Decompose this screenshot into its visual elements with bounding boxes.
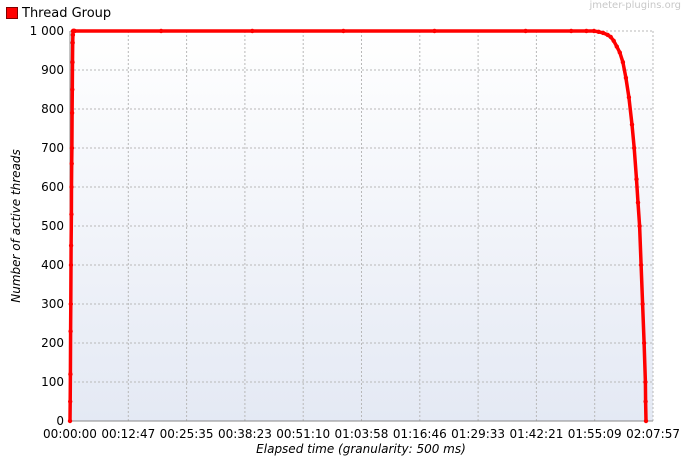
y-tick-label: 900 (41, 63, 64, 77)
data-point (643, 418, 649, 424)
data-point (72, 28, 77, 34)
data-point (250, 28, 255, 34)
data-point (67, 418, 73, 424)
data-point (69, 161, 74, 166)
data-point (68, 243, 74, 248)
series-line (68, 29, 648, 422)
data-point (341, 28, 346, 34)
x-tick-label: 02:07:57 (626, 427, 680, 441)
data-point (626, 95, 632, 100)
legend-label: Thread Group (22, 5, 112, 21)
y-axis-ticks: 0 100 200 300 400 500 600 700 800 900 1 000 (30, 24, 64, 428)
data-point (591, 28, 597, 34)
y-tick-label: 100 (41, 375, 64, 389)
data-point (68, 301, 74, 307)
data-point (569, 28, 574, 34)
x-tick-label: 01:29:33 (451, 427, 505, 441)
x-tick-label: 00:12:47 (101, 427, 155, 441)
plot-area (70, 31, 653, 421)
data-point (637, 223, 642, 229)
data-point (634, 177, 639, 182)
data-point (643, 399, 648, 404)
series-layer (67, 28, 649, 424)
x-tick-label: 01:16:46 (393, 427, 447, 441)
data-point (70, 40, 75, 45)
data-point (620, 60, 626, 65)
watermark: jmeter-plugins.org (589, 0, 681, 11)
data-point (617, 50, 622, 55)
x-axis-ticks: 00:00:00 00:12:47 00:25:35 00:38:23 00:51:10… (43, 427, 680, 441)
data-point (632, 145, 637, 151)
data-point (640, 301, 645, 307)
data-point (70, 32, 76, 38)
data-point (611, 38, 616, 43)
data-point (68, 262, 74, 268)
x-tick-label: 00:51:10 (276, 427, 330, 441)
y-axis-label: Number of active threads (9, 149, 23, 303)
legend-swatch-icon (6, 7, 18, 19)
data-point (158, 28, 164, 34)
data-point (600, 30, 606, 36)
data-point (69, 212, 74, 217)
data-point (523, 28, 528, 34)
y-tick-label: 600 (41, 180, 64, 194)
x-axis-label: Elapsed time (granularity: 500 ms) (256, 442, 466, 456)
legend: Thread Group (6, 5, 111, 21)
x-tick-label: 01:03:58 (335, 427, 389, 441)
y-tick-label: 0 (56, 414, 64, 428)
data-point (635, 200, 641, 205)
y-tick-label: 500 (41, 219, 64, 233)
data-point (70, 87, 75, 92)
data-point (68, 329, 73, 334)
y-tick-label: 300 (41, 297, 64, 311)
data-point (69, 145, 75, 151)
data-point (623, 75, 629, 81)
data-point (69, 184, 74, 190)
x-tick-label: 00:38:23 (218, 427, 272, 441)
x-tick-label: 00:00:00 (43, 427, 97, 441)
data-point (68, 399, 73, 404)
data-point (641, 340, 647, 346)
data-point (643, 379, 648, 385)
data-point (70, 60, 75, 65)
data-point (608, 34, 613, 40)
y-tick-label: 800 (41, 102, 64, 116)
y-tick-label: 1 000 (30, 24, 64, 38)
data-point (584, 28, 589, 34)
data-point (638, 262, 644, 268)
y-tick-label: 700 (41, 141, 64, 155)
x-tick-label: 01:55:09 (568, 427, 622, 441)
data-point (614, 44, 619, 49)
data-point (432, 28, 437, 34)
x-tick-label: 01:42:21 (509, 427, 563, 441)
data-point (629, 122, 635, 127)
y-tick-label: 200 (41, 336, 64, 350)
data-point (596, 29, 601, 34)
x-tick-label: 00:25:35 (160, 427, 214, 441)
data-point (68, 372, 73, 377)
y-tick-label: 400 (41, 258, 64, 272)
data-point (69, 110, 75, 116)
